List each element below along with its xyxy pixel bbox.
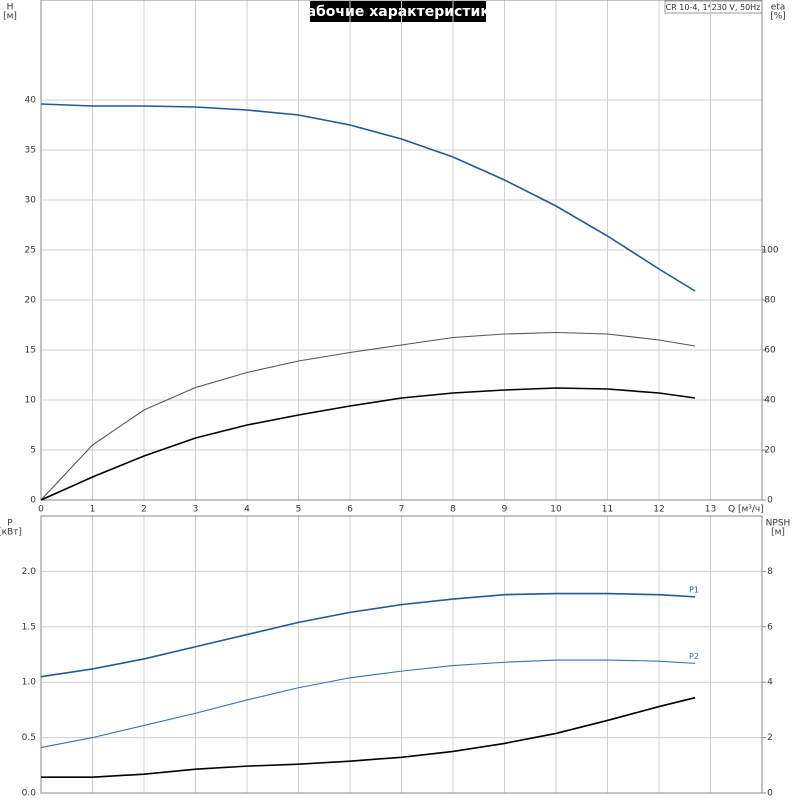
- series-label: P2: [689, 652, 699, 661]
- y-axis-label: P: [7, 519, 13, 529]
- y2-tick-label: 6: [767, 622, 773, 632]
- curve: [40, 331, 696, 501]
- x-tick-label: 8: [450, 505, 456, 515]
- y-tick-label: 30: [25, 196, 37, 206]
- y2-axis-label: NPSH: [766, 519, 791, 529]
- curve: [40, 659, 696, 749]
- y2-tick-label: 2: [767, 733, 773, 743]
- y2-tick-label: 60: [764, 346, 776, 356]
- y2-tick-label: 100: [761, 246, 778, 256]
- curve: [41, 696, 696, 779]
- y2-axis-unit: [%]: [770, 12, 786, 22]
- y-tick-label: 1.0: [22, 678, 37, 688]
- x-tick-label: 7: [399, 505, 405, 515]
- y-tick-label: 25: [25, 246, 36, 256]
- y2-tick-label: 0: [767, 789, 773, 799]
- plot-frame: [40, 0, 763, 501]
- y-tick-label: 40: [25, 96, 37, 106]
- x-tick-label: 0: [38, 505, 44, 515]
- y2-tick-label: 80: [764, 296, 776, 306]
- y-tick-label: 20: [25, 296, 37, 306]
- y-tick-label: 10: [25, 396, 37, 406]
- y-tick-label: 35: [25, 146, 36, 156]
- y-tick-label: 0.5: [22, 733, 36, 743]
- annotation: CR 10-4, 1*230 V, 50Hz: [666, 3, 761, 12]
- y2-tick-label: 4: [767, 678, 773, 688]
- curve: [40, 592, 696, 678]
- x-tick-label: 1: [90, 505, 96, 515]
- y-tick-label: 15: [25, 346, 36, 356]
- y-axis-unit: [кВт]: [0, 528, 22, 538]
- x-tick-label: 6: [347, 505, 353, 515]
- x-tick-label: 11: [602, 505, 613, 515]
- y-tick-label: 1.5: [22, 622, 36, 632]
- series-label: P1: [689, 585, 699, 594]
- chart-title: Рабочие характеристики: [296, 4, 499, 20]
- curve: [40, 387, 696, 501]
- x-axis-label: Q [м³/ч]: [728, 505, 764, 515]
- y-tick-label: 2.0: [22, 567, 37, 577]
- x-tick-label: 12: [653, 505, 664, 515]
- x-tick-label: 3: [193, 505, 199, 515]
- curve: [40, 103, 696, 292]
- y-tick-label: 5: [30, 446, 36, 456]
- plot-frame: [40, 515, 763, 794]
- y2-tick-label: 0: [767, 496, 773, 506]
- y2-axis-label: eta: [771, 3, 786, 13]
- x-tick-label: 13: [705, 505, 716, 515]
- title-box: [310, 1, 486, 22]
- y-axis-label: H: [7, 3, 14, 13]
- x-tick-label: 10: [550, 505, 562, 515]
- y-tick-label: 0.0: [22, 789, 37, 799]
- y2-tick-label: 20: [764, 446, 776, 456]
- y2-tick-label: 8: [767, 567, 773, 577]
- y2-tick-label: 40: [764, 396, 776, 406]
- x-tick-label: 4: [244, 505, 250, 515]
- y-axis-unit: [м]: [3, 12, 17, 22]
- x-tick-label: 5: [296, 505, 302, 515]
- x-tick-label: 9: [502, 505, 508, 515]
- y-tick-label: 0: [30, 496, 36, 506]
- y2-axis-unit: [м]: [771, 528, 785, 538]
- x-tick-label: 2: [141, 505, 147, 515]
